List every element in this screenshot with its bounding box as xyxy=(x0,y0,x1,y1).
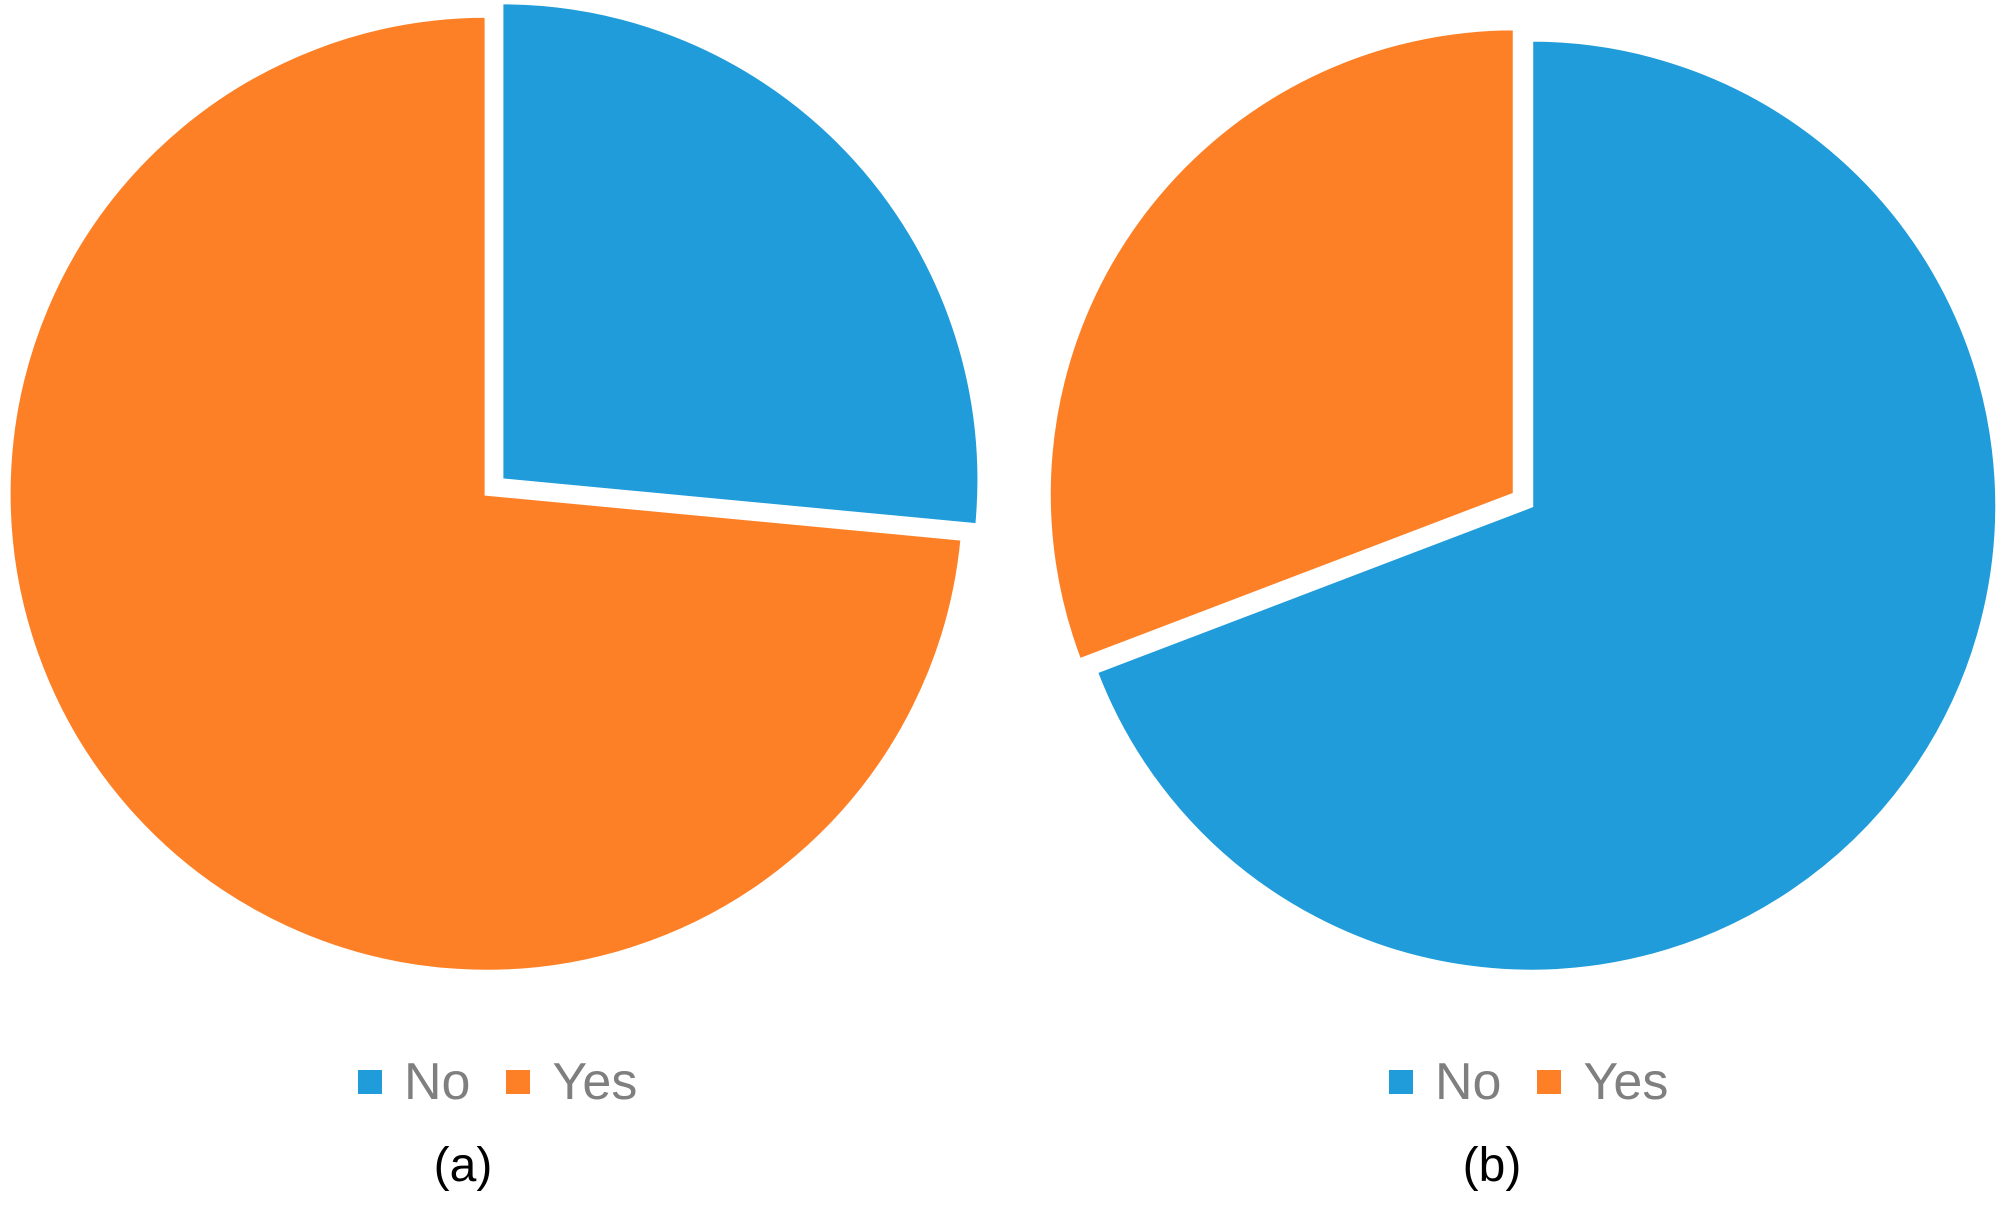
legend-item-yes: Yes xyxy=(1537,1056,1668,1108)
legend-item-yes: Yes xyxy=(506,1056,637,1108)
pie-slice-yes xyxy=(1046,26,1517,663)
legend-item-no: No xyxy=(358,1056,470,1108)
legend-swatch-yes xyxy=(1537,1070,1562,1094)
pie-slice-yes xyxy=(6,13,965,974)
legend-item-no: No xyxy=(1389,1056,1501,1108)
legend-label-yes: Yes xyxy=(552,1053,638,1111)
legend-label-no: No xyxy=(1435,1053,1502,1111)
legend-b: No Yes xyxy=(1389,1052,1668,1112)
legend-swatch-no xyxy=(358,1070,382,1094)
legend-swatch-yes xyxy=(506,1070,531,1094)
chart-caption-b: (b) xyxy=(1462,1139,1522,1192)
pie-chart-b xyxy=(1046,26,2000,974)
pie-slice-no xyxy=(499,0,982,528)
legend-label-no: No xyxy=(404,1053,471,1111)
chart-caption-a: (a) xyxy=(433,1139,493,1192)
pie-slice-no xyxy=(1093,37,2000,974)
legend-label-yes: Yes xyxy=(1583,1053,1669,1111)
pie-chart-a xyxy=(6,0,982,974)
legend-a: No Yes xyxy=(358,1052,637,1112)
legend-swatch-no xyxy=(1389,1070,1413,1094)
